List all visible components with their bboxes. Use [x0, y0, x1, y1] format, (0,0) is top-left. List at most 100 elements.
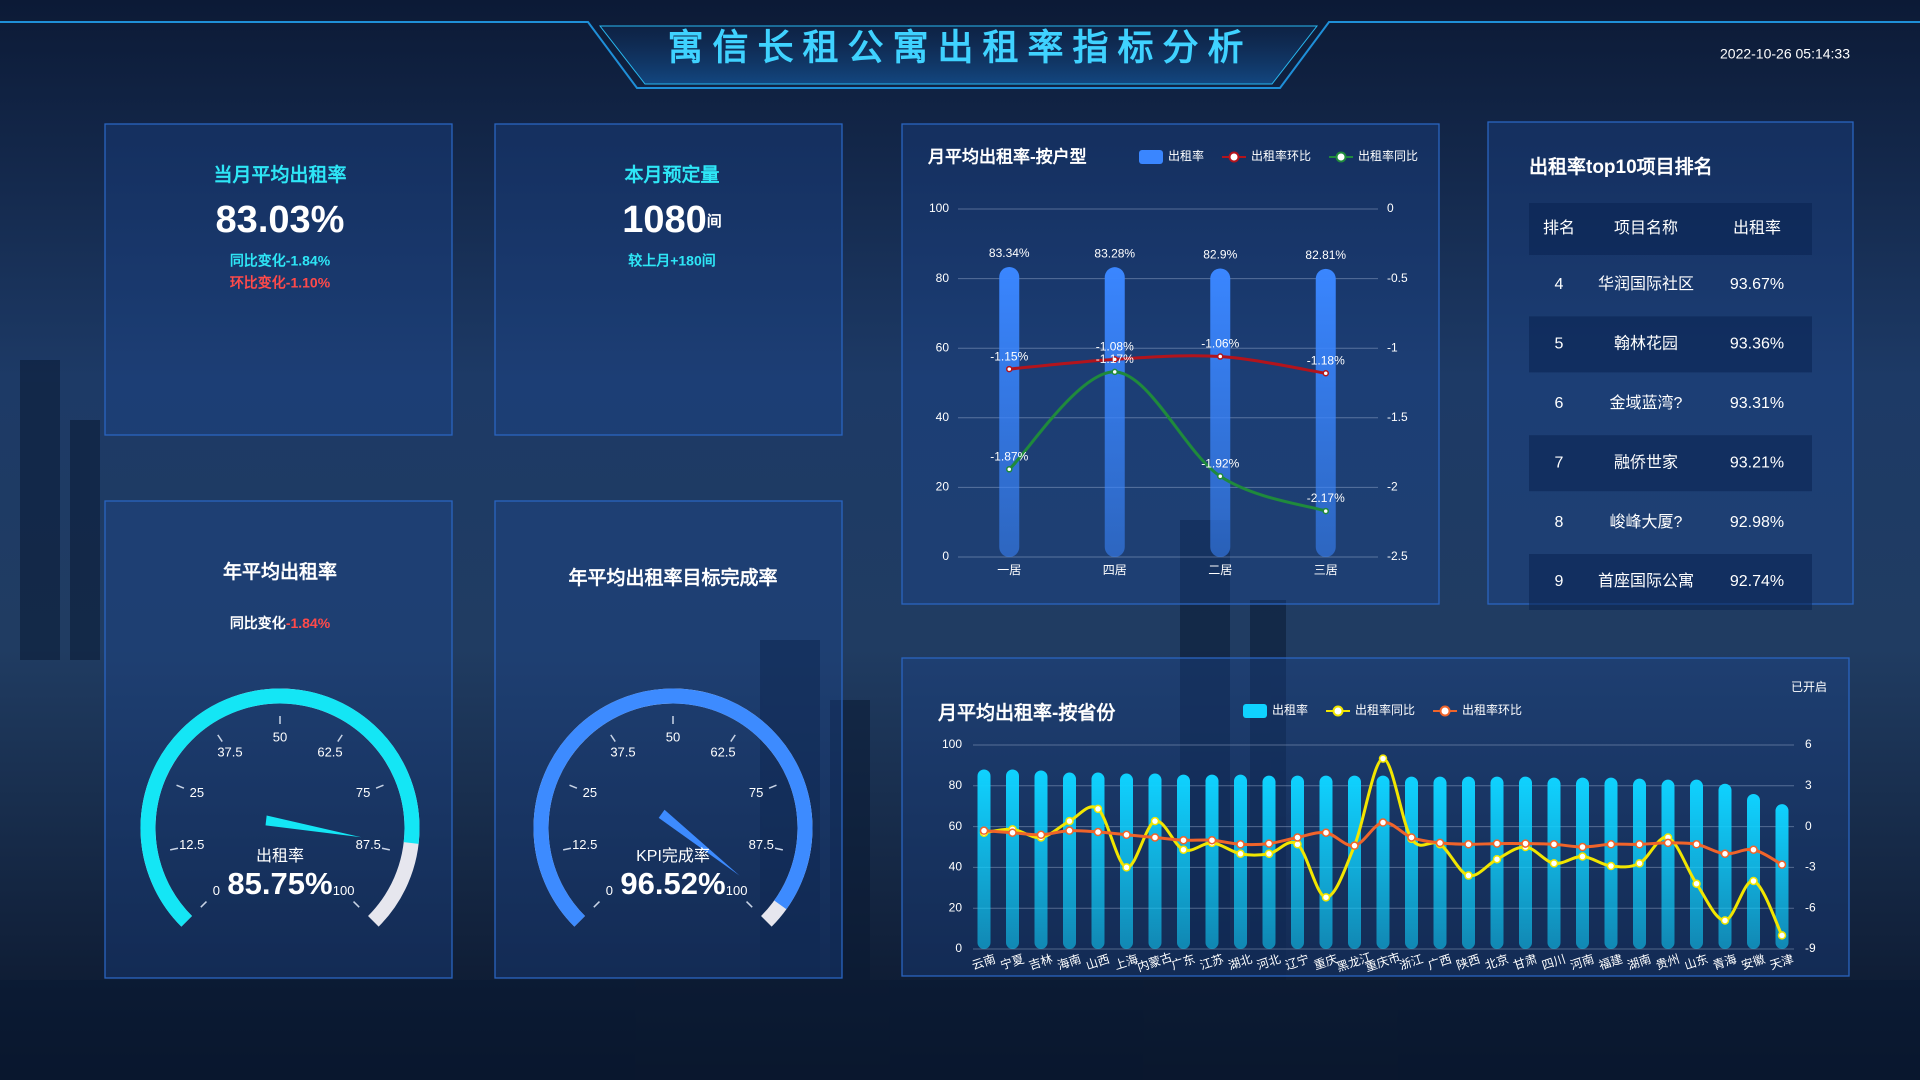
toggle-label: 已开启 [1791, 680, 1827, 694]
gauge-title: 年平均出租率目标完成率 [568, 566, 777, 589]
gauge-tick-label: 37.5 [610, 745, 635, 760]
line-point [1635, 859, 1644, 868]
legend-label: 出租率 [1272, 702, 1308, 717]
bar [1718, 783, 1732, 949]
line-point [1293, 833, 1302, 842]
line-point [1692, 879, 1701, 888]
gauge-tick-label: 87.5 [749, 837, 774, 852]
gauge-tick [774, 847, 783, 851]
y2-tick-label: -6 [1805, 900, 1816, 914]
line-point [1179, 845, 1188, 854]
bar [1063, 772, 1076, 949]
gauge-tick-label: 0 [606, 883, 613, 898]
table-header: 出租率 [1733, 219, 1781, 237]
gauge-tick-label: 62.5 [710, 745, 735, 760]
bar-value-label: 83.34% [989, 246, 1030, 260]
bar [1747, 793, 1760, 949]
legend-marker [1228, 151, 1240, 163]
x-tick-label: 湖南 [1625, 951, 1652, 973]
line-point [1093, 804, 1103, 814]
bar [1148, 773, 1162, 949]
line [1008, 370, 1327, 513]
gauge-tick [746, 901, 753, 908]
line-point [1492, 839, 1502, 848]
gauge-tick [200, 901, 207, 908]
gauge-arc [533, 688, 813, 927]
legend-label: 出租率同比 [1358, 148, 1418, 163]
legend-marker [1332, 705, 1344, 717]
legend-swatch [1139, 150, 1163, 164]
table-header: 排名 [1543, 219, 1575, 237]
line-point [1006, 466, 1013, 473]
gauge-value: 85.75% [227, 866, 332, 901]
line-point [1093, 827, 1103, 837]
gauge-tick [375, 784, 384, 789]
timestamp: 2022-10-26 05:14:33 [1720, 46, 1850, 62]
gauge-tick-label: 25 [583, 785, 597, 800]
line-point [1749, 845, 1758, 854]
gauge-pointer [265, 815, 362, 838]
bar [1210, 268, 1231, 557]
table-cell: 93.36% [1730, 336, 1784, 353]
panel [104, 123, 453, 436]
line-point [1777, 860, 1787, 869]
bar-value-label: 82.81% [1305, 248, 1346, 262]
table-cell: 首座国际公寓 [1598, 572, 1694, 590]
line-point [1749, 876, 1758, 886]
line-point [1150, 833, 1160, 842]
header-plate [598, 25, 1319, 85]
line-point [1217, 473, 1224, 480]
x-tick-label: 福建 [1597, 951, 1624, 973]
gauge-tick-label: 25 [190, 785, 204, 800]
line-point [1111, 368, 1118, 376]
legend-label: 出租率 [1168, 148, 1204, 163]
chart-title: 月平均出租率-按户型 [927, 146, 1087, 166]
y2-tick-label: 0 [1805, 819, 1812, 833]
line-point [1236, 840, 1245, 849]
line-point [1606, 840, 1616, 849]
line-point [1549, 840, 1559, 849]
card-note: 同比变化-1.84% [230, 253, 331, 269]
line-point [1322, 370, 1329, 377]
y2-tick-label: -9 [1805, 941, 1816, 955]
bar-value-label: 82.9% [1203, 248, 1237, 262]
table-cell: 93.31% [1730, 395, 1784, 412]
line-value-label: -1.17% [1096, 352, 1134, 366]
gauge-tick-label: 75 [749, 785, 763, 800]
line-point [1321, 828, 1331, 837]
table-cell: 峻峰大厦? [1610, 513, 1683, 531]
line-point [1635, 840, 1644, 849]
bar [1775, 804, 1789, 949]
y2-tick-label: 6 [1805, 737, 1812, 751]
y-tick-label: 20 [936, 480, 950, 494]
gauge-tick-label: 50 [666, 729, 680, 744]
line-point [1122, 863, 1131, 872]
card-value: 83.03% [216, 199, 345, 241]
chart-title: 月平均出租率-按省份 [937, 701, 1116, 724]
bar [1319, 775, 1333, 949]
legend-label: 出租率环比 [1462, 702, 1522, 717]
line-point [979, 826, 989, 835]
gauge-tick [730, 734, 736, 742]
x-tick-label: 海南 [1055, 951, 1082, 973]
bar [1661, 779, 1675, 949]
line-point [1464, 871, 1473, 880]
line-point [1720, 916, 1730, 925]
line-point [1207, 835, 1217, 845]
line-point [1521, 839, 1530, 848]
y2-tick-label: 3 [1805, 778, 1812, 792]
table-cell: 92.74% [1730, 573, 1784, 590]
y-tick-label: 80 [949, 778, 963, 792]
x-tick-label: 河南 [1568, 951, 1595, 973]
x-tick-label: 辽宁 [1283, 951, 1310, 973]
line-point [1293, 840, 1302, 849]
line-point [1777, 931, 1787, 940]
gauge-sub-value: -1.84% [286, 615, 331, 631]
bar [1376, 775, 1390, 949]
table-row-bg [1529, 316, 1812, 373]
table-cell: 92.98% [1730, 514, 1784, 531]
y2-tick-label: -1 [1387, 340, 1398, 354]
bar [1690, 779, 1703, 949]
gauge-name: KPI完成率 [636, 847, 710, 865]
